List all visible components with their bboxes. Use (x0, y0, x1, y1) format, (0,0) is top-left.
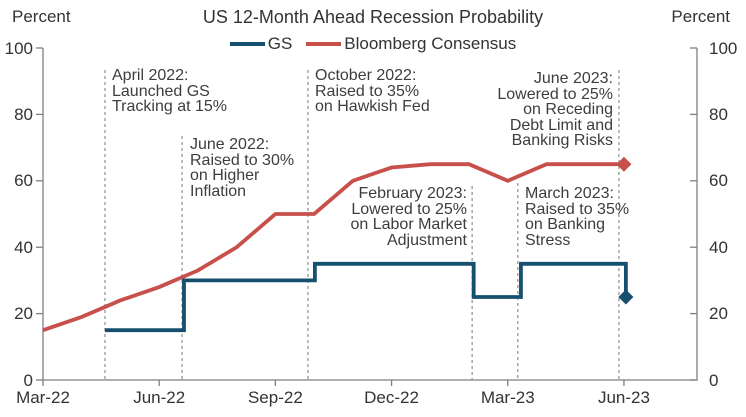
chart-title: US 12-Month Ahead Recession Probability (202, 7, 544, 27)
y-tick-label-right-100: 100 (709, 38, 738, 58)
chart-legend: GS Bloomberg Consensus (0, 34, 746, 54)
x-tick-label-jun-22: Jun-22 (133, 388, 186, 407)
y-tick-label-left-20: 20 (14, 304, 33, 324)
annotation-line: Raised to 35% (315, 82, 420, 100)
y-tick-label-right-40: 40 (709, 237, 728, 257)
annotation-line: April 2022: (112, 67, 189, 84)
annotation-june-2023: June 2023: Lowered to 25% on Receding Debt … (497, 71, 613, 149)
y-tick-label-right-60: 60 (709, 171, 728, 191)
y-tick-label-left-80: 80 (14, 104, 33, 124)
annotation-line: June 2023: (533, 70, 613, 87)
annotation-line: Raised to 30% (190, 151, 295, 169)
annotation-line: on Hawkish Fed (315, 98, 430, 115)
annotation-february-2023: February 2023: Lowered to 25% on Labor Mar… (350, 186, 467, 248)
annotation-line: March 2023: (525, 185, 614, 202)
x-tick-label-mar-22: Mar-22 (16, 388, 70, 407)
series-line-gs (104, 261, 628, 333)
legend-item-bloomberg-consensus: Bloomberg Consensus (306, 34, 516, 54)
annotation-line: on Receding (523, 101, 613, 118)
annotation-line: Debt Limit and (509, 116, 613, 134)
x-tick-label-dec-22: Dec-22 (364, 388, 419, 407)
legend-label: GS (267, 34, 293, 53)
annotation-line: Lowered to 25% (497, 85, 613, 103)
y-tick-label-right-20: 20 (709, 304, 728, 324)
left-axis-unit-label: Percent (12, 7, 71, 26)
annotation-line: Inflation (190, 182, 247, 200)
annotation-april-2022: April 2022: Launched GS Tracking at 15% (112, 68, 227, 115)
annotation-line: on Banking (525, 216, 606, 233)
annotation-line: Raised to 35% (525, 200, 630, 218)
annotation-line: Adjustment (386, 231, 467, 249)
y-tick-label-left-100: 100 (4, 38, 33, 58)
annotation-line: October 2022: (315, 67, 417, 84)
x-tick-label-mar-23: Mar-23 (480, 388, 535, 407)
annotation-line: on Labor Market (350, 216, 467, 233)
annotation-march-2023: March 2023: Raised to 35% on Banking Stress (525, 186, 629, 248)
y-tick-label-left-0: 0 (23, 370, 33, 390)
y-tick-label-right-0: 0 (709, 370, 719, 390)
series-line-bloomberg-consensus (42, 162, 624, 332)
annotation-line: Tracking at 15% (112, 98, 228, 115)
x-tick-label-jun-23: Jun-23 (597, 388, 650, 407)
right-axis-unit-label: Percent (671, 7, 730, 26)
y-tick-label-left-60: 60 (14, 171, 33, 191)
annotation-june-2022: June 2022: Raised to 30% on Higher Inflatio… (190, 137, 294, 199)
legend-item-gs: GS (229, 34, 293, 54)
annotation-line: on Higher (190, 167, 260, 184)
legend-label: Bloomberg Consensus (344, 34, 517, 53)
annotation-line: June 2022: (190, 136, 270, 153)
y-tick-label-right-80: 80 (709, 104, 728, 124)
legend-line-swatch (306, 42, 342, 46)
end-marker-diamond-bloomberg-consensus (616, 156, 632, 172)
legend-line-swatch (229, 42, 265, 46)
x-tick-label-sep-22: Sep-22 (247, 388, 303, 407)
annotation-october-2022: October 2022: Raised to 35% on Hawkish Fed (315, 68, 430, 115)
annotation-line: Launched GS (112, 82, 210, 100)
annotation-line: February 2023: (358, 185, 467, 202)
annotation-line: Banking Risks (511, 132, 613, 149)
axis-spines (42, 48, 698, 381)
end-marker-diamond-gs (618, 289, 634, 305)
y-tick-label-left-40: 40 (14, 237, 33, 257)
annotation-line: Stress (525, 231, 571, 249)
annotation-line: Lowered to 25% (351, 200, 467, 218)
